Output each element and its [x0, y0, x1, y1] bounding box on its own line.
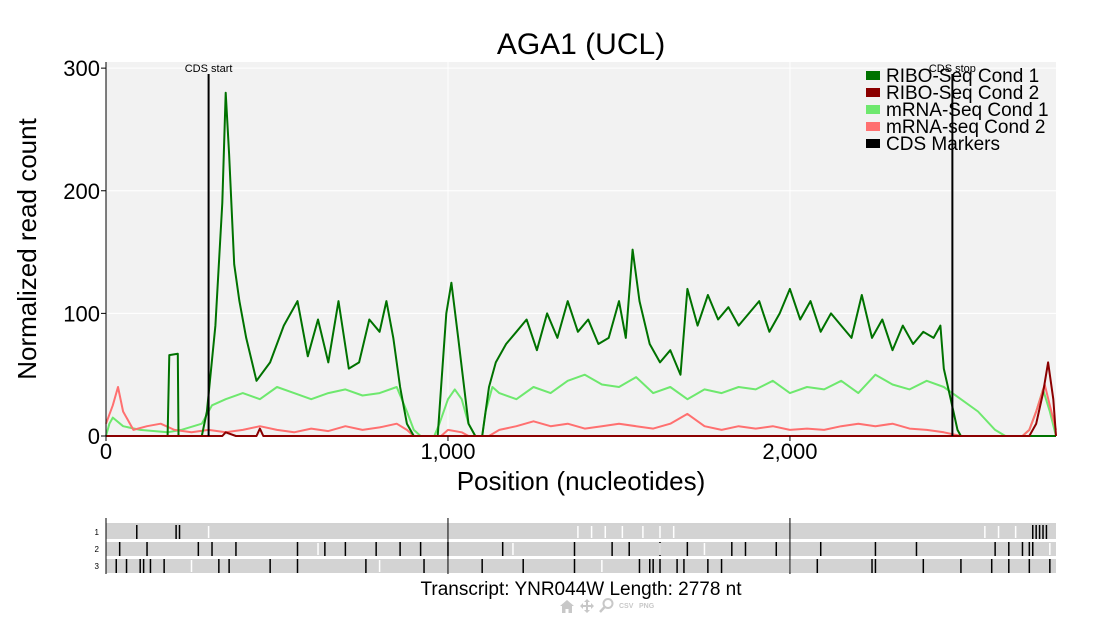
frame-label: 3	[95, 562, 100, 571]
legend-label: mRNA-seq Cond 2	[886, 117, 1045, 138]
csv-button[interactable]: CSV	[619, 603, 634, 610]
legend-label: CDS Markers	[886, 134, 1000, 155]
y-tick-label: 200	[63, 179, 100, 204]
cds-marker-label: CDS stop	[929, 63, 976, 75]
reading-frames-panel: 1 2 3	[95, 518, 1056, 574]
zoom-icon[interactable]	[599, 598, 614, 613]
png-button[interactable]: PNG	[639, 603, 655, 610]
frame-band	[106, 525, 1056, 539]
legend-label: RIBO-Seq Cond 2	[886, 83, 1039, 104]
x-axis: 0 1,000 2,000	[100, 436, 817, 464]
y-axis-label: Normalized read count	[12, 117, 42, 379]
y-tick-label: 0	[88, 424, 100, 449]
legend-label: RIBO-Seq Cond 1	[886, 66, 1039, 87]
y-axis: 0 100 200 300	[63, 56, 106, 449]
y-tick-label: 100	[63, 301, 100, 326]
home-icon[interactable]	[560, 600, 574, 613]
cds-markers: CDS start CDS stop	[185, 63, 976, 436]
frame-band	[106, 559, 1056, 573]
series-line-0	[106, 91, 1056, 437]
legend-swatch	[866, 105, 880, 114]
plot-background	[106, 62, 1056, 436]
toolbar: CSV PNG	[560, 598, 655, 613]
cds-marker-label: CDS start	[185, 63, 233, 75]
transcript-info: Transcript: YNR044W Length: 2778 nt	[420, 579, 742, 600]
frame-label: 2	[95, 545, 100, 554]
legend-swatch	[866, 139, 880, 148]
series-line-2	[105, 373, 1057, 437]
legend-swatch	[866, 122, 880, 131]
frame-label: 1	[95, 528, 100, 537]
x-tick-label: 0	[100, 439, 112, 464]
series-line-1	[106, 361, 1057, 437]
x-axis-label: Position (nucleotides)	[457, 466, 706, 496]
x-tick-label: 1,000	[420, 439, 475, 464]
x-tick-label: 2,000	[762, 439, 817, 464]
legend-swatch	[866, 88, 880, 97]
chart-title: AGA1 (UCL)	[497, 28, 665, 61]
frame-band	[106, 542, 1056, 556]
legend-swatch	[866, 71, 880, 80]
legend-label: mRNA-Seq Cond 1	[886, 100, 1049, 121]
series-layer	[105, 91, 1057, 437]
y-tick-label: 300	[63, 56, 100, 81]
pan-icon[interactable]	[580, 599, 594, 613]
series-line-3	[105, 383, 1057, 437]
